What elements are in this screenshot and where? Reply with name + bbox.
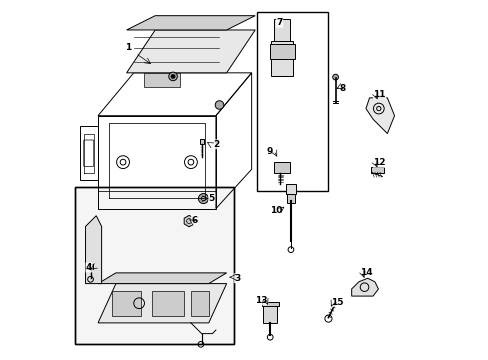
- Polygon shape: [126, 30, 255, 73]
- Circle shape: [171, 74, 175, 78]
- Bar: [200, 139, 203, 144]
- Bar: [144, 73, 180, 87]
- Bar: [75, 187, 233, 344]
- Polygon shape: [126, 16, 255, 30]
- Bar: [271, 41, 292, 76]
- Text: 6: 6: [191, 216, 197, 225]
- Text: 7: 7: [276, 18, 282, 27]
- Bar: [370, 167, 383, 173]
- Bar: [190, 291, 208, 316]
- Text: 4: 4: [86, 263, 92, 272]
- Bar: [285, 184, 295, 194]
- Bar: [263, 305, 277, 323]
- Circle shape: [198, 194, 208, 203]
- Polygon shape: [98, 273, 226, 284]
- Bar: [261, 302, 278, 306]
- Bar: [269, 44, 294, 59]
- Bar: [274, 19, 289, 41]
- Text: 2: 2: [212, 140, 219, 149]
- Circle shape: [332, 74, 338, 80]
- Text: 15: 15: [330, 298, 343, 307]
- Text: 12: 12: [372, 158, 385, 167]
- Bar: [75, 187, 233, 344]
- Circle shape: [215, 101, 224, 109]
- Bar: [287, 194, 294, 203]
- Polygon shape: [85, 216, 102, 284]
- Text: 10: 10: [270, 206, 282, 215]
- Text: 11: 11: [372, 90, 385, 99]
- Text: 9: 9: [266, 147, 272, 156]
- Bar: [151, 291, 183, 316]
- Polygon shape: [351, 278, 378, 296]
- Text: 3: 3: [234, 274, 240, 283]
- Text: 14: 14: [360, 268, 372, 277]
- Text: 8: 8: [339, 84, 345, 93]
- Bar: [257, 12, 328, 191]
- Polygon shape: [365, 98, 394, 134]
- Text: 13: 13: [255, 296, 267, 305]
- Bar: [112, 291, 141, 316]
- Text: 5: 5: [208, 194, 214, 203]
- Circle shape: [168, 72, 177, 81]
- Bar: [88, 264, 93, 269]
- Bar: [274, 162, 289, 173]
- Text: 1: 1: [125, 43, 131, 52]
- Polygon shape: [98, 284, 226, 323]
